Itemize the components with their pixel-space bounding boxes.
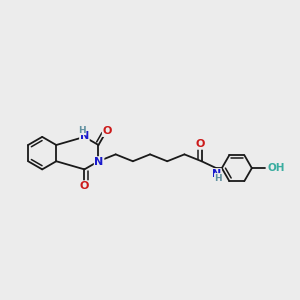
Text: N: N xyxy=(94,157,104,167)
Text: O: O xyxy=(196,139,205,149)
Text: H: H xyxy=(78,125,86,134)
Text: O: O xyxy=(80,181,89,191)
Text: O: O xyxy=(103,126,112,136)
Text: N: N xyxy=(212,169,221,179)
Text: N: N xyxy=(80,130,89,141)
Text: H: H xyxy=(214,174,222,183)
Text: OH: OH xyxy=(267,163,285,173)
